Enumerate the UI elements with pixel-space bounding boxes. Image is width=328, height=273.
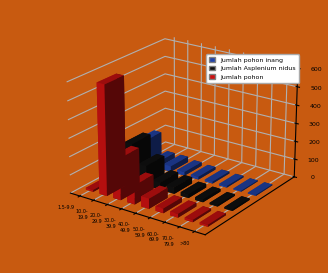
- Legend: Jumlah pohon inang, Jumlah Asplenium nidus, Jumlah pohon: Jumlah pohon inang, Jumlah Asplenium nid…: [206, 54, 299, 83]
